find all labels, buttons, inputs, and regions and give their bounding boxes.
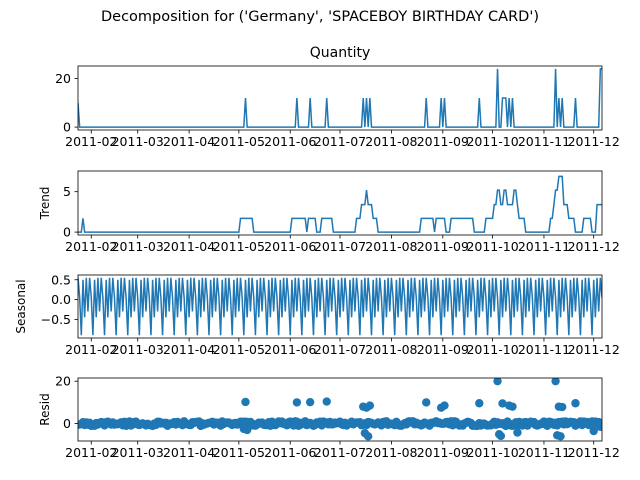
xtick-label: 2011-09: [417, 342, 469, 357]
xtick-label: 2011-09: [417, 239, 469, 254]
plot-area-seasonal: [78, 277, 602, 336]
resid-point: [422, 398, 431, 407]
ytick-label: −0.5: [41, 312, 71, 327]
figure-suptitle: Decomposition for ('Germany', 'SPACEBOY …: [101, 9, 539, 25]
ylabel-resid: Resid: [38, 393, 52, 425]
resid-point: [440, 401, 449, 410]
xtick-label: 2011-10: [466, 342, 518, 357]
ylabel-seasonal: Seasonal: [14, 279, 28, 333]
series-line-quantity: [78, 68, 602, 128]
ytick-label: 0: [63, 120, 71, 135]
plot-area-quantity: [78, 68, 602, 128]
xtick-label: 2011-08: [365, 134, 417, 149]
ytick-label: 0: [63, 416, 71, 431]
series-line-seasonal: [78, 277, 602, 336]
plot-area-resid: [78, 378, 602, 441]
xtick-label: 2011-04: [163, 342, 215, 357]
xtick-label: 2011-06: [264, 134, 316, 149]
xtick-label: 2011-11: [518, 342, 570, 357]
ytick-label: 20: [55, 374, 71, 389]
axes-frame-quantity: [77, 65, 603, 131]
xtick-label: 2011-05: [213, 445, 265, 460]
xtick-label: 2011-03: [112, 239, 164, 254]
xtick-label: 2011-10: [466, 134, 518, 149]
xtick-label: 2011-12: [568, 445, 620, 460]
xtick-label: 2011-06: [264, 342, 316, 357]
xtick-label: 2011-08: [365, 342, 417, 357]
xtick-label: 2011-07: [314, 239, 366, 254]
ytick-label: 5: [63, 184, 71, 199]
panel-title-quantity: Quantity: [310, 45, 371, 61]
resid-point: [558, 402, 567, 412]
xtick-label: 2011-06: [264, 239, 316, 254]
resid-point: [365, 401, 375, 410]
resid-point: [571, 399, 580, 408]
xtick-label: 2011-05: [213, 342, 265, 357]
xtick-label: 2011-05: [213, 239, 265, 254]
resid-point: [596, 422, 602, 431]
resid-point: [241, 397, 250, 407]
xtick-label: 2011-02: [65, 445, 117, 460]
xtick-label: 2011-09: [417, 445, 469, 460]
xtick-label: 2011-04: [163, 134, 215, 149]
resid-point: [475, 399, 484, 408]
xtick-label: 2011-11: [518, 134, 570, 149]
ytick-label: 0.0: [51, 292, 71, 307]
xtick-label: 2011-04: [163, 445, 215, 460]
xtick-label: 2011-11: [518, 445, 570, 460]
resid-point: [242, 425, 252, 435]
xtick-label: 2011-03: [112, 342, 164, 357]
xtick-label: 2011-02: [65, 239, 117, 254]
xtick-label: 2011-12: [568, 239, 620, 254]
resid-point: [551, 378, 560, 386]
xtick-label: 2011-06: [264, 445, 316, 460]
xtick-label: 2011-05: [213, 134, 265, 149]
resid-point: [493, 378, 502, 386]
xtick-label: 2011-12: [568, 134, 620, 149]
plot-area-trend: [78, 175, 602, 233]
resid-point: [363, 432, 373, 441]
xtick-label: 2011-03: [112, 445, 164, 460]
xtick-label: 2011-08: [365, 239, 417, 254]
resid-point: [556, 432, 565, 441]
resid-point: [292, 398, 302, 407]
ytick-label: 0.5: [51, 272, 71, 287]
xtick-label: 2011-09: [417, 134, 469, 149]
resid-point: [498, 399, 507, 408]
xtick-label: 2011-10: [466, 445, 518, 460]
xtick-label: 2011-07: [314, 134, 366, 149]
resid-point: [508, 402, 517, 411]
resid-point: [322, 397, 331, 406]
xtick-label: 2011-02: [65, 134, 117, 149]
resid-point: [589, 426, 598, 436]
resid-point: [305, 397, 315, 407]
ytick-label: 20: [55, 71, 71, 86]
ylabel-trend: Trend: [38, 187, 52, 221]
xtick-label: 2011-07: [314, 445, 366, 460]
axes-frame-resid: [77, 377, 603, 442]
ytick-label: 0: [63, 225, 71, 240]
xtick-label: 2011-02: [65, 342, 117, 357]
xtick-label: 2011-03: [112, 134, 164, 149]
xtick-label: 2011-04: [163, 239, 215, 254]
axes-frame-trend: [77, 170, 603, 236]
series-line-trend: [78, 175, 602, 233]
xtick-label: 2011-08: [365, 445, 417, 460]
xtick-label: 2011-12: [568, 342, 620, 357]
resid-point: [496, 431, 506, 441]
resid-point: [513, 428, 522, 437]
xtick-label: 2011-07: [314, 342, 366, 357]
xtick-label: 2011-10: [466, 239, 518, 254]
xtick-label: 2011-11: [518, 239, 570, 254]
